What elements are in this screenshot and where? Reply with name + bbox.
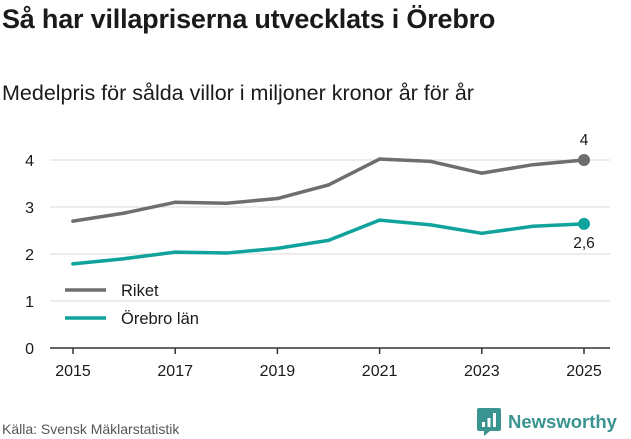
y-tick-label: 0 — [25, 341, 34, 358]
x-tick-label: 2023 — [464, 363, 500, 380]
x-tick-label: 2015 — [55, 363, 91, 380]
brand-logo: Newsworthy — [476, 407, 617, 437]
data-point — [531, 162, 535, 167]
data-point — [377, 218, 382, 222]
chart-title: Så har villapriserna utvecklats i Örebro — [2, 4, 496, 34]
x-tick-label: 2021 — [362, 363, 398, 380]
data-point — [173, 200, 177, 205]
legend-background — [58, 276, 228, 300]
series-end-label: 4 — [580, 132, 589, 149]
x-tick-label: 2025 — [566, 363, 602, 380]
data-point — [224, 201, 229, 205]
x-tick-label: 2019 — [260, 363, 296, 380]
series-end-point — [578, 154, 590, 166]
data-point — [326, 183, 331, 187]
chart-subtitle: Medelpris för sålda villor i miljoner kr… — [2, 81, 474, 105]
data-point — [480, 171, 484, 175]
data-point — [275, 196, 280, 201]
brand-name: Newsworthy — [508, 411, 617, 432]
line-chart: 0 1 2 3 4 2015 2017 2019 2021 2023 2025 4 2,6 Riket Ör… — [25, 132, 610, 380]
data-point — [377, 157, 382, 161]
data-point — [275, 246, 280, 251]
data-point — [326, 238, 331, 243]
legend-label: Riket — [121, 282, 159, 300]
series-line-0 — [71, 157, 586, 223]
x-tick-label: 2017 — [157, 363, 193, 380]
y-tick-label: 4 — [25, 153, 34, 170]
newsworthy-logo-icon — [477, 408, 501, 436]
y-tick-label: 3 — [25, 200, 34, 217]
data-point — [71, 262, 75, 266]
data-point — [122, 256, 126, 261]
series-end-label: 2,6 — [573, 235, 595, 252]
y-tick-label: 2 — [25, 247, 34, 264]
data-point — [428, 159, 433, 164]
data-point — [224, 251, 229, 255]
y-tick-label: 1 — [25, 294, 34, 311]
legend-label: Örebro län — [121, 310, 199, 328]
data-point — [428, 223, 433, 227]
data-point — [71, 219, 75, 223]
data-point — [480, 231, 484, 236]
source-note: Källa: Svensk Mäklarstatistik — [2, 421, 180, 437]
data-point — [122, 211, 126, 215]
legend-background — [58, 304, 228, 328]
data-point — [173, 250, 177, 254]
data-point — [531, 224, 535, 229]
series-end-point — [578, 217, 590, 230]
